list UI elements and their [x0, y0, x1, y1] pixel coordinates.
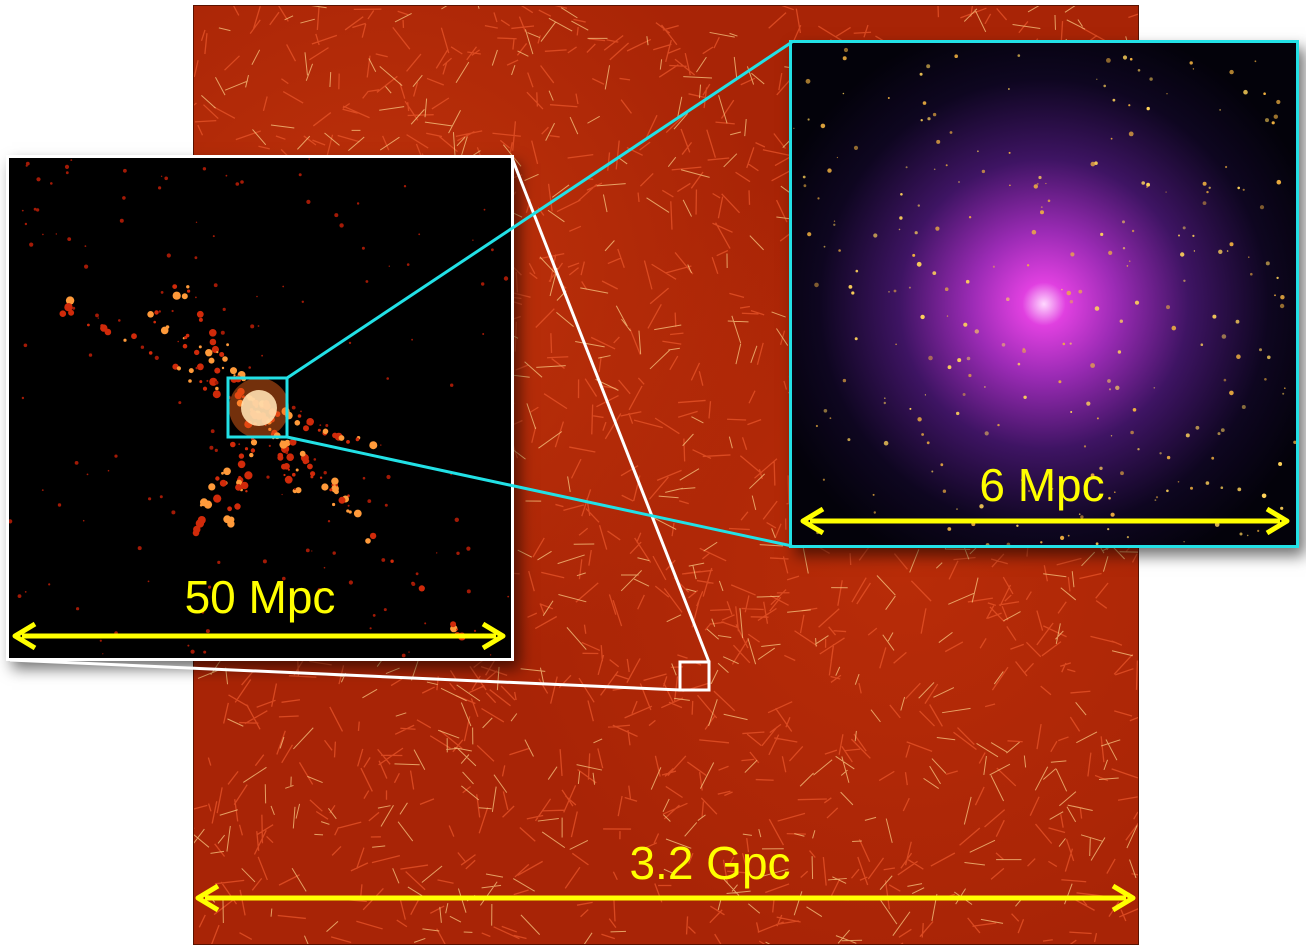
cluster-halo-image — [793, 47, 1296, 545]
scale-label-50-mpc: 50 Mpc — [184, 571, 336, 623]
scale-label-6-mpc: 6 Mpc — [979, 459, 1105, 511]
scale-label-3-2-gpc: 3.2 Gpc — [629, 837, 791, 889]
zoom-inset-6mpc — [789, 40, 1299, 548]
